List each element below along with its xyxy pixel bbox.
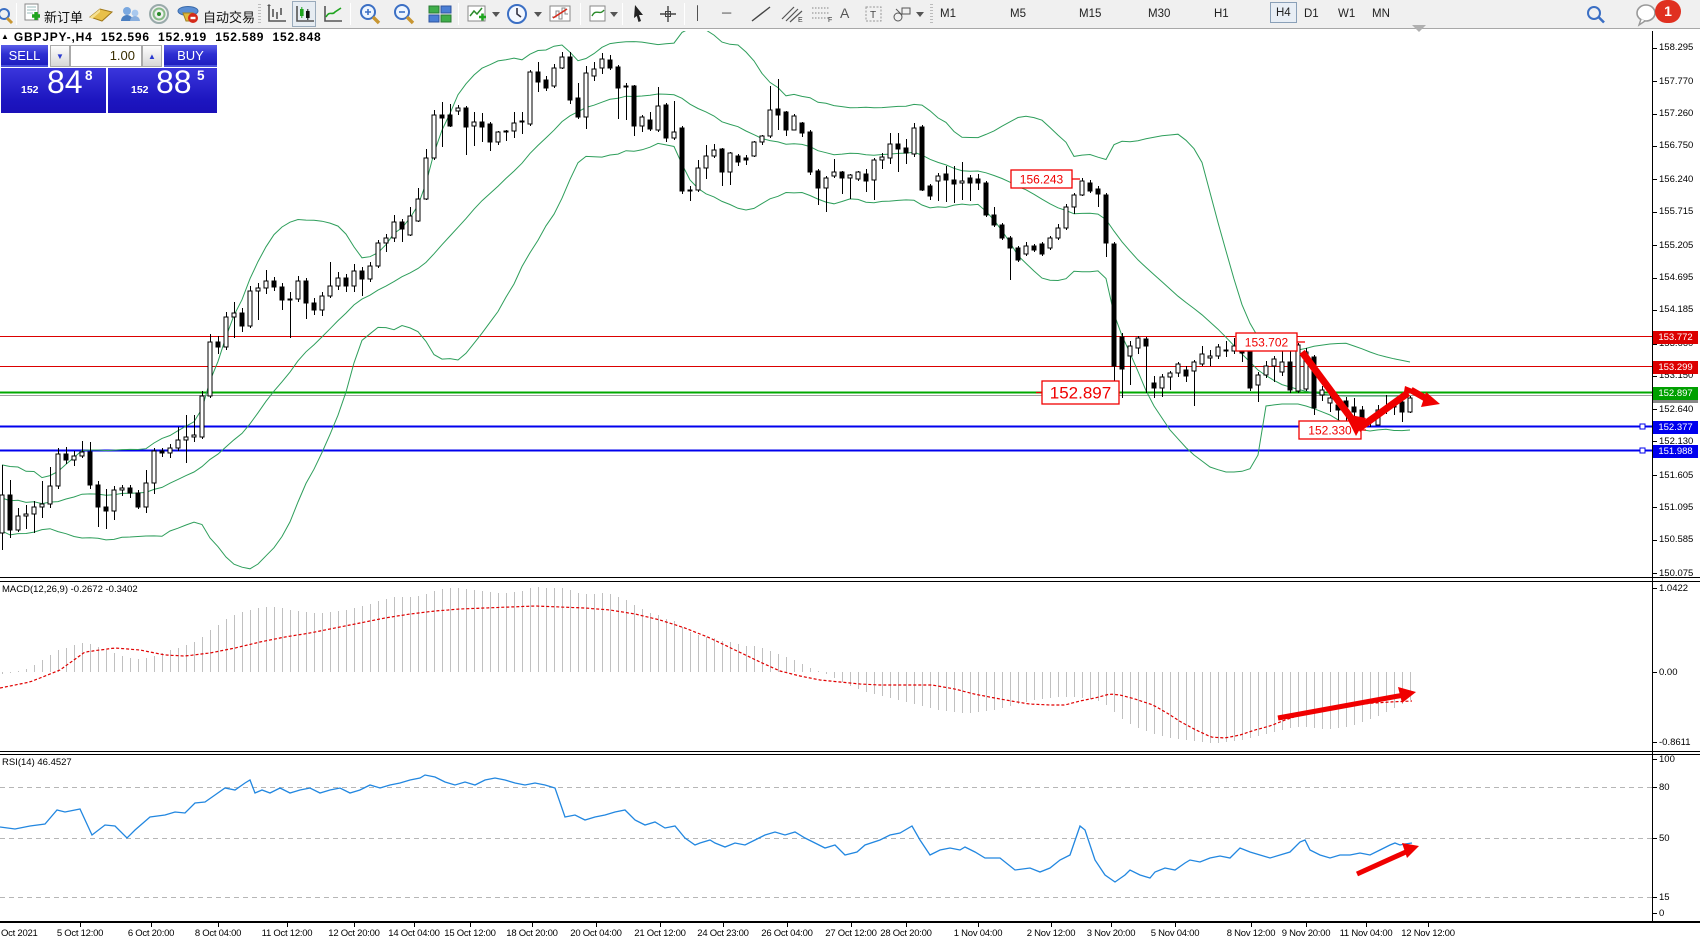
svg-text:F: F (828, 17, 832, 23)
svg-text:T: T (870, 10, 876, 21)
svg-text:E: E (798, 17, 803, 23)
svg-text:156.243: 156.243 (1020, 172, 1064, 186)
svg-text:153.702: 153.702 (1245, 335, 1289, 349)
svg-text:152.330: 152.330 (1308, 423, 1352, 437)
svg-text:152.897: 152.897 (1050, 384, 1111, 403)
